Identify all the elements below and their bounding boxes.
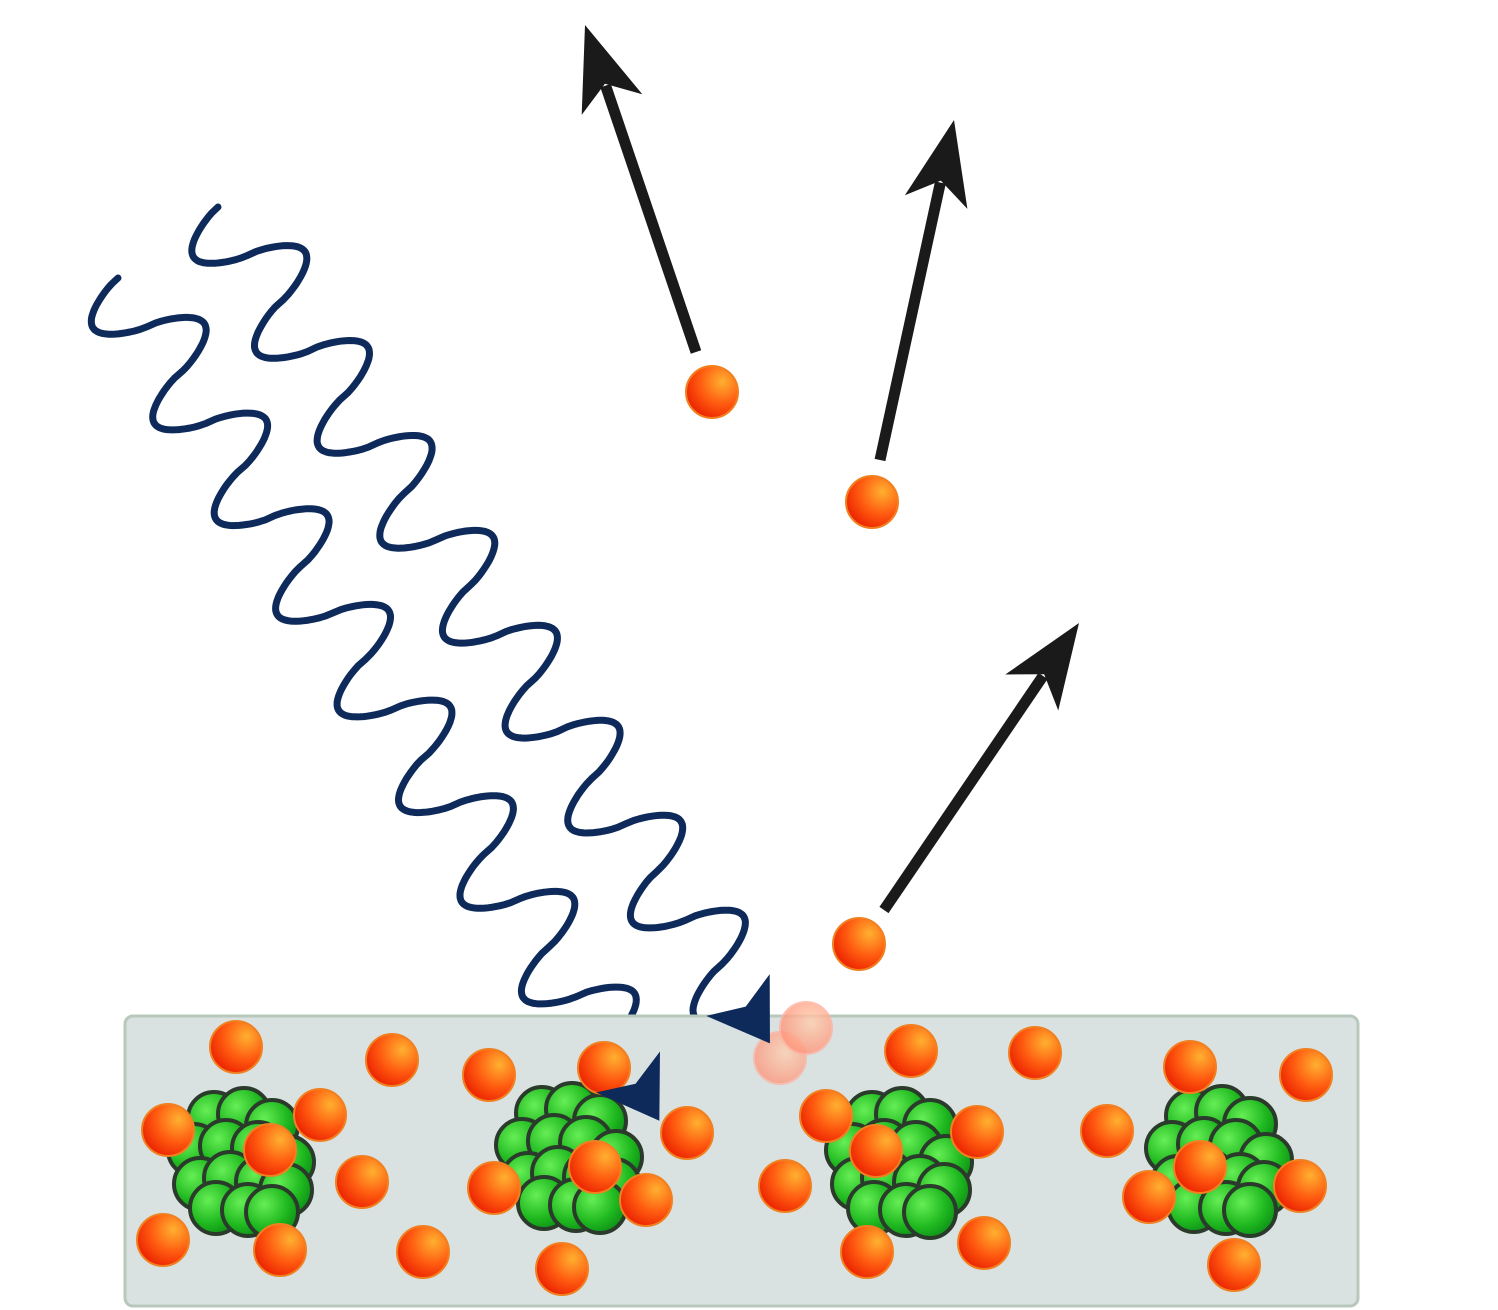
emitted-layer [581,25,1079,971]
metal-electron [758,1159,812,1213]
emission-arrow-3-shaft [879,672,1048,914]
ghost-layer [753,1001,833,1085]
metal-electron [136,1213,190,1267]
emission-arrow-1-shaft [600,83,702,354]
metal-electron [1080,1104,1134,1158]
metal-electron [1163,1040,1217,1094]
metal-electron [957,1216,1011,1270]
metal-electron [335,1155,389,1209]
nucleon [902,1184,958,1240]
light-wave-2 [188,203,749,1024]
nucleon [1222,1182,1278,1238]
free-electrons-layer [136,1020,1333,1296]
metal-electron [1122,1170,1176,1224]
metal-electron [577,1041,631,1095]
emitted-electron-1 [685,365,739,419]
metal-electron [660,1106,714,1160]
emission-arrow-2-shaft [874,181,946,462]
metal-electron [243,1123,297,1177]
emitted-electron-3 [832,917,886,971]
metal-electron [849,1124,903,1178]
metal-electron [462,1048,516,1102]
metal-electron [1279,1048,1333,1102]
metal-electron [467,1161,521,1215]
metal-electron [1207,1238,1261,1292]
ghost-electron-2 [779,1001,833,1055]
metal-electron [293,1088,347,1142]
metal-electron [535,1242,589,1296]
metal-electron [568,1140,622,1194]
emission-arrow-3-head [1005,623,1079,711]
metal-electron [253,1223,307,1277]
waves-layer [87,203,749,1101]
metal-electron [209,1020,263,1074]
metal-electron [1273,1159,1327,1213]
metal-electron [619,1173,673,1227]
emission-arrow-1-head [581,25,643,115]
metal-electron [950,1105,1004,1159]
light-wave-arrowhead-1 [596,1051,660,1121]
emitted-electron-2 [845,475,899,529]
metal-electron [1008,1026,1062,1080]
metal-electron [141,1103,195,1157]
emission-arrow-2-head [904,120,968,209]
metal-electron [396,1225,450,1279]
metal-electron [884,1024,938,1078]
metal-electron [365,1033,419,1087]
wave-heads-layer [596,974,770,1121]
metal-electron [1173,1140,1227,1194]
metal-electron [840,1225,894,1279]
light-wave-arrowhead-2 [706,974,770,1044]
light-wave-1 [87,274,640,1101]
metal-electron [799,1089,853,1143]
